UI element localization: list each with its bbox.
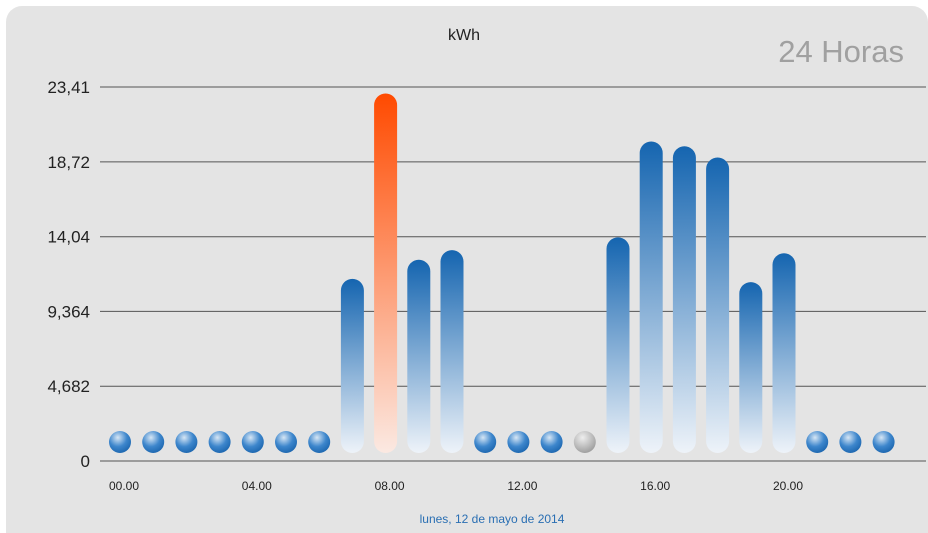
x-tick-label: 16.00 — [640, 479, 670, 493]
bar-empty-hour[interactable] — [507, 431, 530, 453]
y-tick-label: 14,04 — [47, 228, 90, 247]
bar-empty-hour[interactable] — [142, 431, 165, 453]
bar-empty-hour[interactable] — [839, 431, 862, 453]
x-tick-label: 08.00 — [375, 479, 405, 493]
y-tick-label: 0 — [81, 452, 90, 471]
bar-empty-hour[interactable] — [275, 431, 297, 453]
bar[interactable] — [606, 237, 630, 453]
bar[interactable] — [440, 250, 464, 453]
bar-empty-hour[interactable] — [872, 431, 895, 453]
bar[interactable] — [739, 282, 763, 453]
bar-empty-hour[interactable] — [474, 431, 497, 453]
unit-label: kWh — [448, 27, 480, 44]
x-tick-label: 00.00 — [109, 479, 139, 493]
y-tick-label: 18,72 — [47, 153, 90, 172]
y-tick-label: 9,364 — [47, 302, 90, 321]
bar-empty-hour[interactable] — [806, 431, 829, 453]
bar[interactable] — [639, 141, 663, 453]
bar-empty-hour[interactable] — [109, 431, 131, 453]
y-tick-label: 23,41 — [47, 78, 90, 97]
bar-empty-hour[interactable] — [175, 431, 198, 453]
bar-empty-hour[interactable] — [241, 431, 264, 453]
y-tick-label: 4,682 — [47, 377, 90, 396]
bar[interactable] — [340, 278, 364, 453]
x-tick-label: 04.00 — [242, 479, 272, 493]
bar[interactable] — [374, 93, 398, 453]
bar[interactable] — [706, 157, 730, 453]
bar-empty-hour[interactable] — [208, 431, 231, 453]
date-label: lunes, 12 de mayo de 2014 — [419, 512, 565, 526]
bar[interactable] — [672, 146, 696, 454]
x-tick-label: 12.00 — [507, 479, 537, 493]
bar-empty-hour[interactable] — [540, 431, 563, 453]
period-label[interactable]: 24 Horas — [778, 34, 904, 69]
bar[interactable] — [407, 259, 431, 453]
bar-empty-hour[interactable] — [308, 431, 331, 453]
x-tick-label: 20.00 — [773, 479, 803, 493]
bar-empty-hour[interactable] — [573, 431, 596, 453]
bar[interactable] — [772, 253, 796, 453]
